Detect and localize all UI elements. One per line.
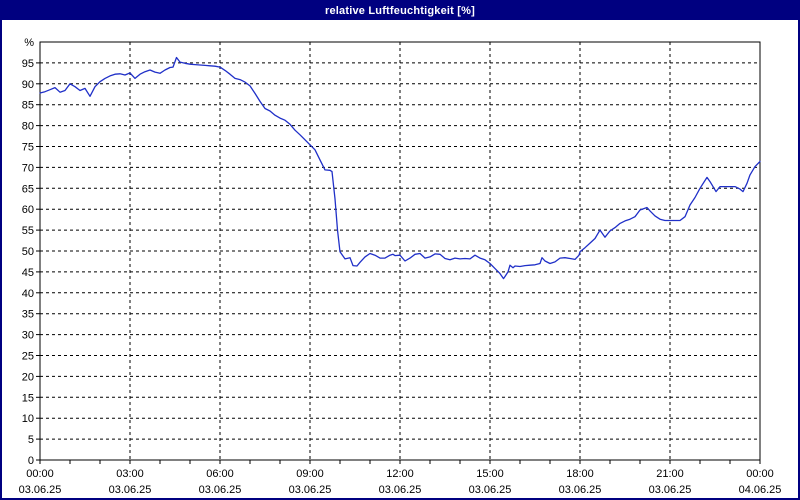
- y-axis-unit-label: %: [24, 37, 34, 49]
- humidity-line-chart: 0 5 10 15 20 25 30 35 40 45 50 55 60 65 70 75 80 85 90 95% 0…: [19, 37, 782, 496]
- y-tick-label: 70: [22, 162, 34, 174]
- y-tick-label: 85: [22, 100, 34, 112]
- y-tick-label: 90: [22, 79, 34, 91]
- x-tick-date-label: 03.06.25: [469, 484, 512, 496]
- y-tick-label: 50: [22, 246, 34, 258]
- y-tick-label: 40: [22, 288, 34, 300]
- y-tick-label: 15: [22, 392, 34, 404]
- x-tick-date-label: 03.06.25: [559, 484, 602, 496]
- y-tick-label: 80: [22, 121, 34, 133]
- y-tick-label: 55: [22, 225, 34, 237]
- x-tick-date-label: 03.06.25: [649, 484, 692, 496]
- y-tick-label: 30: [22, 330, 34, 342]
- y-tick-label: 20: [22, 371, 34, 383]
- x-tick-date-label: 04.06.25: [739, 484, 782, 496]
- series-line: [39, 56, 761, 280]
- x-tick-time-label: 21:00: [656, 468, 684, 480]
- x-tick-date-label: 03.06.25: [379, 484, 422, 496]
- y-tick-label: 95: [22, 58, 34, 70]
- y-tick-label: 45: [22, 267, 34, 279]
- x-tick-date-label: 03.06.25: [289, 484, 332, 496]
- x-tick-date-label: 03.06.25: [109, 484, 152, 496]
- x-tick-time-label: 12:00: [386, 468, 414, 480]
- x-tick-time-label: 06:00: [206, 468, 234, 480]
- x-tick-time-label: 00:00: [746, 468, 774, 480]
- chart-plot-area: 0 5 10 15 20 25 30 35 40 45 50 55 60 65 70 75 80 85 90 95% 0…: [2, 20, 798, 498]
- y-tick-label: 65: [22, 183, 34, 195]
- y-tick-label: 60: [22, 204, 34, 216]
- x-tick-date-label: 03.06.25: [199, 484, 242, 496]
- x-tick-time-label: 03:00: [116, 468, 144, 480]
- x-tick-time-label: 18:00: [566, 468, 594, 480]
- x-tick-time-label: 15:00: [476, 468, 504, 480]
- y-tick-label: 5: [28, 434, 34, 446]
- x-tick-date-label: 03.06.25: [19, 484, 62, 496]
- x-tick-time-label: 09:00: [296, 468, 324, 480]
- y-tick-label: 10: [22, 413, 34, 425]
- y-tick-label: 25: [22, 351, 34, 363]
- x-tick-time-label: 00:00: [26, 468, 54, 480]
- y-tick-label: 75: [22, 142, 34, 154]
- y-tick-label: 35: [22, 309, 34, 321]
- chart-title: relative Luftfeuchtigkeit [%]: [2, 2, 798, 20]
- y-tick-label: 0: [28, 455, 34, 467]
